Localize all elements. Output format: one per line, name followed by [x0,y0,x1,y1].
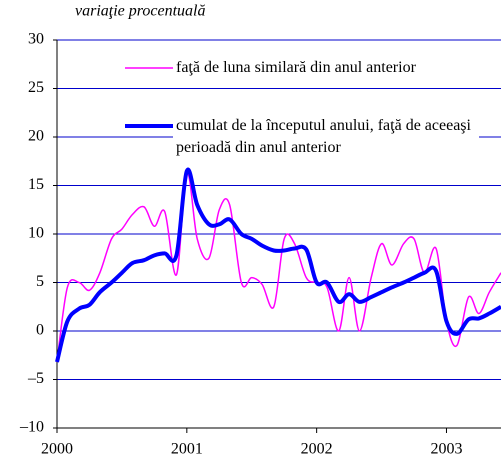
y-tick-label: –10 [19,419,44,436]
legend-label: faţă de luna similară din anul anterior [173,57,419,79]
y-tick-label: 20 [28,128,44,145]
y-tick-label: –5 [27,370,44,387]
series-line [55,167,501,363]
x-tick-label: 2001 [171,441,203,458]
chart-subtitle: variaţie procentuală [75,3,206,20]
y-tick-label: 30 [28,31,44,48]
x-tick-label: 2003 [430,441,462,458]
x-tick-label: 2000 [41,441,73,458]
y-tick-label: 5 [36,273,44,290]
y-tick-label: 10 [28,225,44,242]
legend-label: cumulat de la începutul anului, faţă de … [173,115,479,159]
x-tick-label: 2002 [301,441,333,458]
y-tick-label: 15 [28,176,44,193]
y-tick-label: 0 [36,322,44,339]
y-tick-label: 25 [28,79,44,96]
